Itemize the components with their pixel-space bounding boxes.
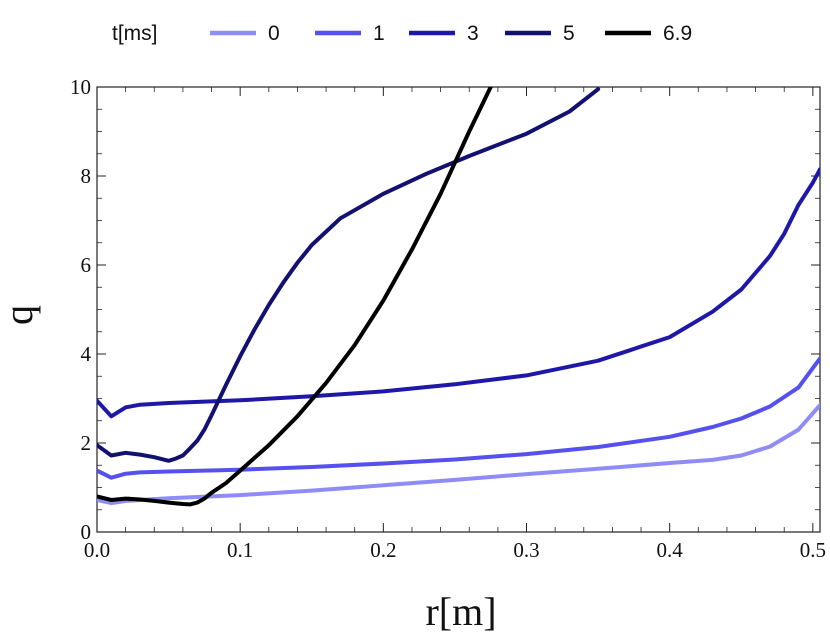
x-tick-label: 0.4 — [657, 538, 684, 562]
x-tick-label: 0.2 — [370, 538, 396, 562]
series-layer — [97, 87, 820, 507]
y-tick-label: 2 — [81, 431, 92, 455]
x-tick-label: 0.3 — [513, 538, 539, 562]
series-line-3 — [97, 167, 820, 419]
legend-label: 0 — [268, 22, 280, 45]
legend: t[ms] 0 1 3 5 6.9 — [112, 22, 692, 45]
y-tick-label: 10 — [70, 75, 91, 99]
x-tick-label: 0.0 — [84, 538, 110, 562]
series-line-0 — [97, 403, 820, 506]
series-line-5 — [97, 87, 601, 463]
legend-label: 3 — [467, 22, 479, 45]
y-tick-label: 4 — [81, 342, 92, 366]
y-tick-label: 0 — [81, 520, 92, 544]
x-tick-label: 0.5 — [800, 538, 826, 562]
legend-label: 1 — [373, 22, 385, 45]
y-tick-label: 6 — [81, 253, 92, 277]
legend-title: t[ms] — [112, 22, 158, 45]
y-axis-label: q — [0, 305, 41, 325]
series-line-1 — [97, 356, 820, 480]
y-tick-label: 8 — [81, 164, 92, 188]
x-axis-label: r[m] — [425, 589, 496, 634]
legend-label: 6.9 — [663, 22, 692, 45]
ticks: 0.0 0.1 0.2 0.3 0.4 0.5 0 2 4 6 8 10 — [70, 75, 826, 562]
x-tick-label: 0.1 — [227, 538, 253, 562]
legend-label: 5 — [563, 22, 575, 45]
series-line-6-9 — [97, 87, 493, 507]
